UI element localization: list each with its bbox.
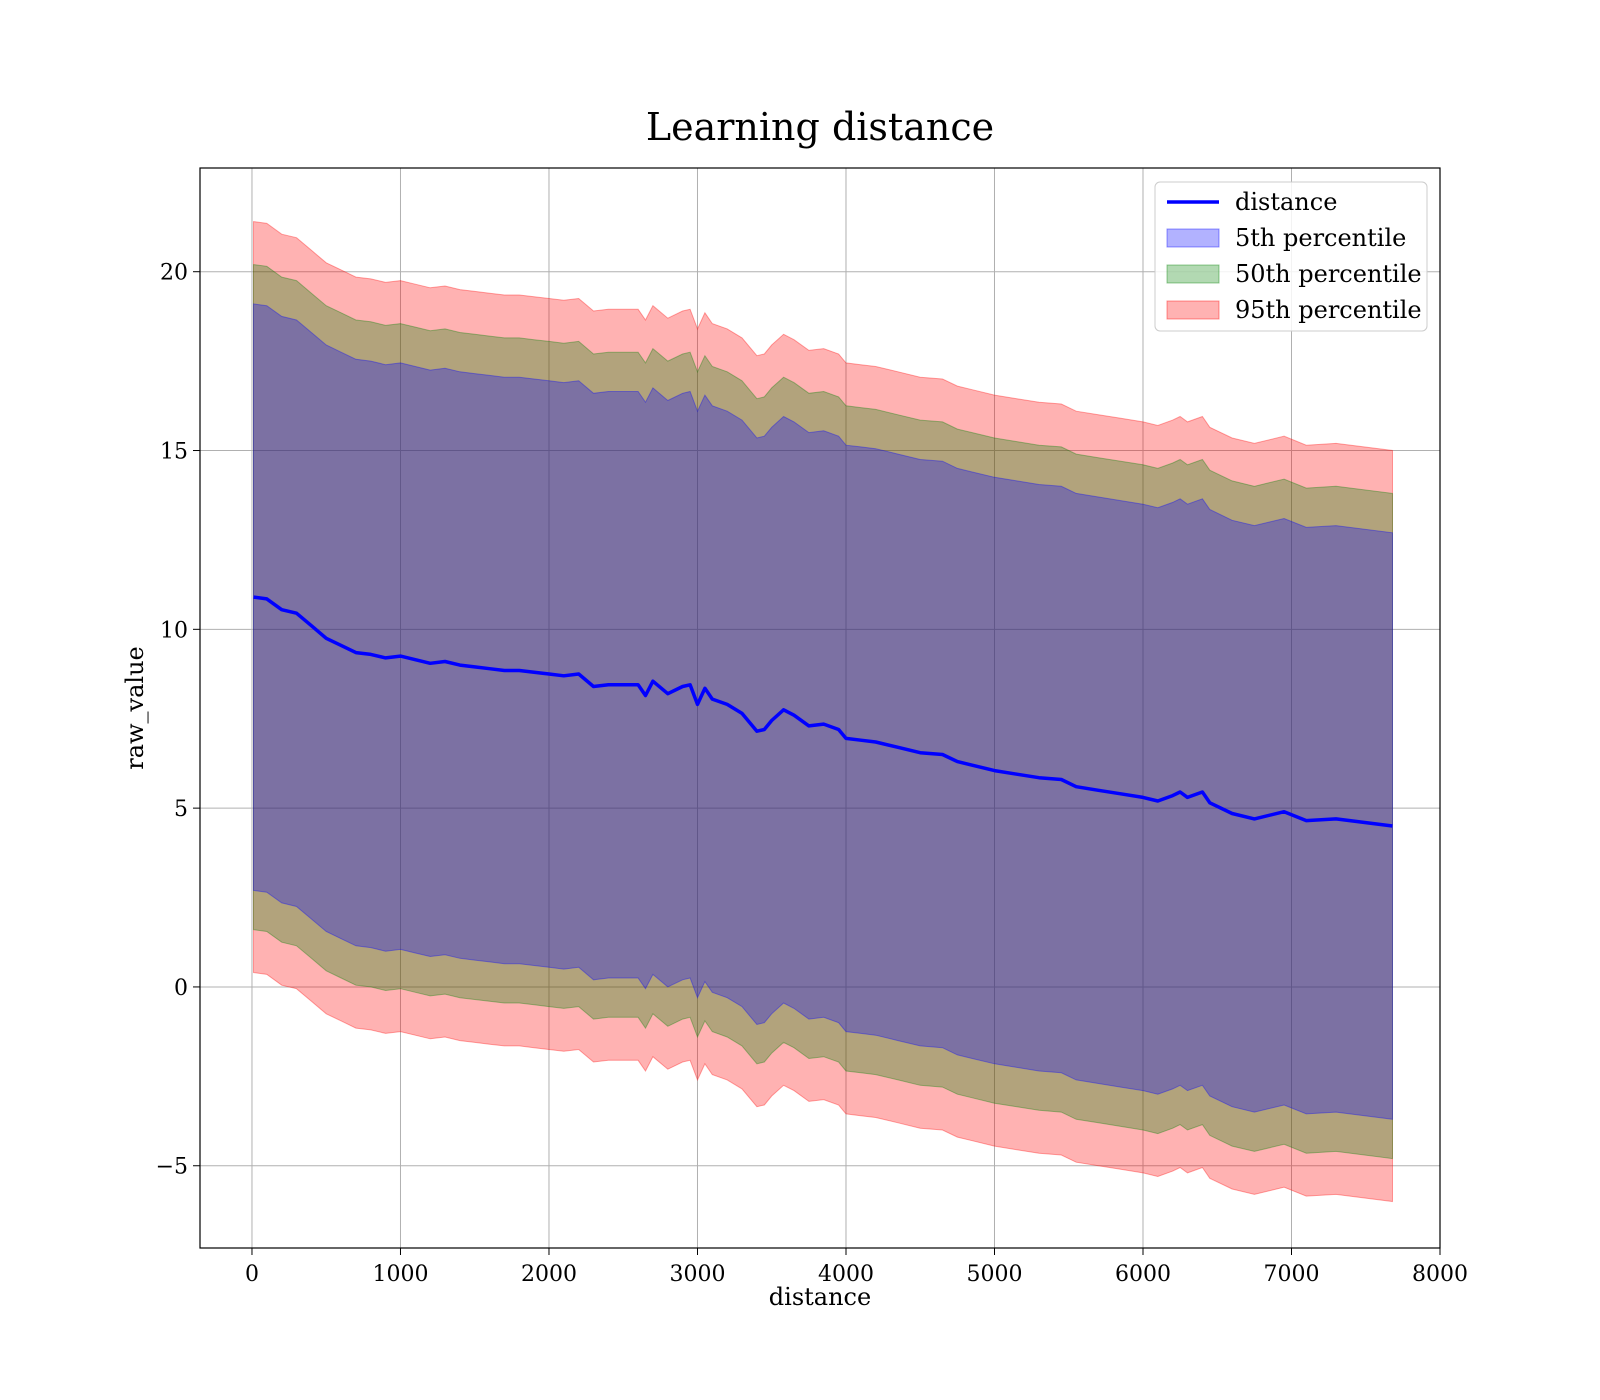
chart-title: Learning distance [646,105,994,149]
x-tick-label: 7000 [1263,1262,1319,1287]
series-line-distance [253,595,1393,828]
band-50th-percentile [253,264,1393,1160]
x-tick-label: 2000 [521,1262,577,1287]
legend-label: distance [1235,188,1337,216]
y-axis-label: raw_value [121,646,149,770]
x-tick-label: 1000 [372,1262,428,1287]
y-tick-label: 15 [160,440,188,465]
legend-label: 95th percentile [1235,296,1422,324]
y-tick-label: −5 [156,1155,188,1180]
x-axis-label: distance [769,1283,871,1311]
legend-label: 50th percentile [1235,260,1422,288]
plot-frame [199,167,1441,1249]
band-5th-percentile [253,303,1393,1120]
line-layer [253,595,1393,828]
legend-swatch [1166,228,1220,248]
x-axis: 0 1000 2000 3000 4000 5000 6000 7000 8000 [245,1248,1468,1287]
x-tick-label: 6000 [1115,1262,1171,1287]
grid [200,168,1441,1248]
x-tick-label: 5000 [966,1262,1022,1287]
legend-swatch [1166,300,1220,320]
legend-label: 5th percentile [1235,224,1406,252]
y-tick-label: 5 [174,797,188,822]
x-tick-label: 8000 [1412,1262,1468,1287]
legend-box [1154,181,1428,332]
y-axis: −5 0 5 10 15 20 [156,261,200,1180]
percentile-bands [253,221,1393,1203]
y-tick-label: 20 [160,261,188,286]
band-95th-percentile [253,221,1393,1203]
y-tick-label: 10 [160,618,188,643]
legend-swatch [1166,264,1220,284]
x-tick-label: 3000 [669,1262,725,1287]
x-tick-label: 0 [245,1262,259,1287]
legend: distance 5th percentile 50th percentile 95t… [1154,181,1428,332]
y-tick-label: 0 [174,976,188,1001]
x-tick-label: 4000 [818,1262,874,1287]
